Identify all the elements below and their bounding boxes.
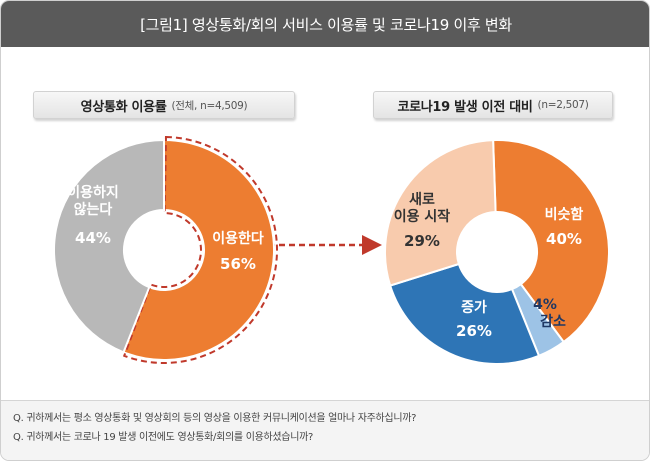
donut-slice [492,139,610,344]
slice-value-label: 44% [75,229,111,247]
chart-panel: 영상통화 이용률 (전체, n=4,509) 코로나19 발생 이전 대비 (n… [1,47,649,401]
left-chart-title: 영상통화 이용률 [80,99,167,115]
slice-label: 이용한다 [212,230,264,247]
donut-slice [53,138,165,354]
left-chart-header: 영상통화 이용률 (전체, n=4,509) [33,91,295,119]
figure-title: [그림1] 영상통화/회의 서비스 이용률 및 코로나19 이후 변화 [1,1,649,47]
slice-value-label: 26% [456,322,492,340]
slice-value-label: 4% [533,297,557,313]
right-chart-subtitle: (n=2,507) [537,99,589,111]
left-chart-subtitle: (전체, n=4,509) [171,99,248,112]
slice-value-label: 29% [404,232,440,250]
slice-label: 증가 [461,300,487,316]
slice-label: 이용 시작 [394,208,451,225]
donut-slice [388,262,541,365]
right-chart-header: 코로나19 발생 이전 대비 (n=2,507) [373,91,613,119]
right-chart-title: 코로나19 발생 이전 대비 [397,99,533,115]
slice-label: 이용하지 [67,184,119,201]
slice-label: 새로 [409,192,435,208]
slice-value-label: 40% [546,230,582,248]
slice-label: 감소 [540,313,566,330]
donut-slice [384,139,497,287]
donut-slice [122,138,275,361]
footer-notes: Q. 귀하께서는 평소 영상통화 및 영상회의 등의 영상을 이용한 커뮤니케이… [1,401,649,460]
note-question-2: Q. 귀하께서는 코로나 19 발생 이전에도 영상통화/회의를 이용하셨습니까… [13,432,314,443]
slice-label: 않는다 [74,201,113,218]
highlight-outline [122,135,278,364]
slice-label: 비슷함 [545,206,584,223]
note-question-1: Q. 귀하께서는 평소 영상통화 및 영상회의 등의 영상을 이용한 커뮤니케이… [13,413,417,424]
slice-value-label: 56% [220,255,256,273]
